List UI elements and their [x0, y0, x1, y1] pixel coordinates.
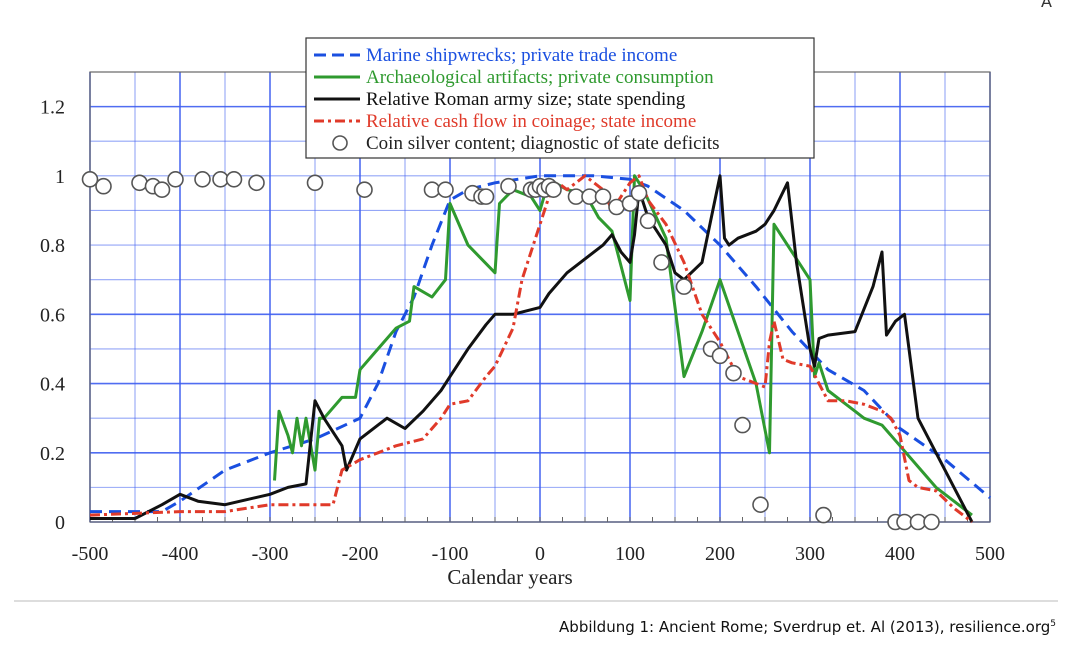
series-4-point — [167, 171, 184, 188]
corner-mark: A — [1041, 0, 1052, 11]
series-4-point — [752, 496, 769, 513]
separator-line — [14, 600, 1058, 602]
x-tick-label: -500 — [72, 543, 109, 565]
chart: -500 -400 -300 -200 -100 0 100 200 300 400 500 0 0.… — [40, 37, 1005, 589]
x-tick-label: -400 — [162, 543, 199, 565]
series-4-point — [639, 212, 657, 230]
x-tick-label: 300 — [795, 543, 825, 565]
y-tick-label: 0.2 — [40, 443, 65, 465]
y-tick-label: 1 — [55, 166, 65, 188]
series-4-point — [594, 188, 612, 205]
chart-legend: Marine shipwrecks; private trade incomeA… — [305, 37, 815, 159]
series-4-point — [711, 347, 729, 365]
legend-marker — [332, 135, 348, 151]
x-tick-label: -300 — [252, 543, 289, 565]
series-4-point — [477, 188, 495, 205]
series-4-point — [356, 181, 373, 198]
y-tick-label: 0.6 — [40, 304, 65, 326]
series-4-point — [437, 181, 454, 198]
series-4-point — [248, 174, 265, 192]
x-tick-label: -100 — [432, 543, 469, 565]
x-tick-labels: -500 -400 -300 -200 -100 0 100 200 300 400 500 — [72, 543, 1005, 565]
series-4-point — [194, 171, 211, 188]
figure-caption: Abbildung 1: Ancient Rome; Sverdrup et. … — [559, 618, 1056, 636]
y-tick-label: 0 — [55, 512, 65, 534]
chart-grid — [89, 71, 991, 523]
legend-entry-label: Marine shipwrecks; private trade income — [366, 45, 677, 66]
series-4-point — [653, 254, 670, 271]
y-tick-label: 1.2 — [40, 97, 65, 119]
series-4-point — [815, 506, 832, 524]
series-4-point — [81, 171, 99, 188]
series-4-point — [306, 174, 324, 192]
series-4-point — [95, 177, 112, 195]
series-2-line — [90, 174, 974, 523]
series-4-point — [923, 513, 940, 531]
x-tick-label: 500 — [975, 543, 1005, 565]
x-tick-label: -200 — [342, 543, 379, 565]
series-4-point — [153, 181, 171, 198]
series-4-point — [131, 174, 148, 192]
series-4-point — [500, 177, 517, 195]
x-tick-label: 0 — [535, 543, 545, 565]
chart-series — [81, 171, 991, 531]
legend-entry-label: Coin silver content; diagnostic of state… — [366, 133, 720, 154]
x-tick-label: 200 — [705, 543, 735, 565]
y-tick-labels: 0 0.2 0.4 0.6 0.8 1 1.2 — [40, 97, 65, 534]
series-4-point — [725, 364, 742, 382]
series-4-point — [630, 184, 648, 202]
series-4-point — [608, 198, 625, 216]
legend-entry-label: Relative Roman army size; state spending — [366, 89, 686, 110]
x-tick-label: 100 — [615, 543, 645, 565]
legend-box — [305, 37, 815, 159]
legend-entry-label: Archaeological artifacts; private consum… — [366, 67, 714, 88]
y-tick-label: 0.8 — [40, 235, 65, 257]
caption-text: Abbildung 1: Ancient Rome; Sverdrup et. … — [559, 618, 1051, 636]
y-tick-label: 0.4 — [40, 374, 65, 396]
series-4-point — [545, 181, 562, 198]
x-axis-label: Calendar years — [447, 565, 572, 589]
series-4-point — [621, 195, 639, 212]
series-4-point — [675, 278, 693, 295]
series-4-point — [734, 416, 751, 434]
series-3-line — [89, 174, 973, 524]
caption-footnote: 5 — [1050, 619, 1056, 629]
series-4-point — [225, 171, 243, 188]
legend-entry-label: Relative cash flow in coinage; state inc… — [366, 111, 696, 132]
x-tick-label: 400 — [885, 543, 915, 565]
